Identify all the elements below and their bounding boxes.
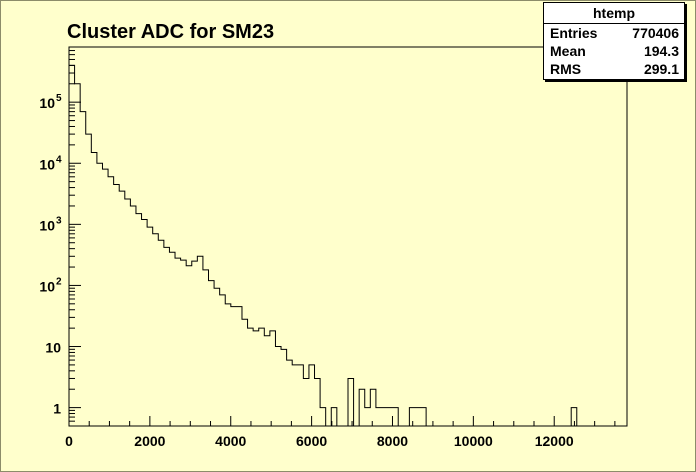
y-tick-label: 10 <box>39 217 55 233</box>
x-tick-label: 6000 <box>296 433 327 449</box>
x-tick-label: 10000 <box>454 433 493 449</box>
stats-row-mean: Mean 194.3 <box>544 42 684 60</box>
stats-box-name: htemp <box>544 3 684 24</box>
x-tick-label: 0 <box>65 433 73 449</box>
y-tick-label: 1 <box>53 401 61 417</box>
y-tick-label: 10 <box>39 156 55 172</box>
stats-entries-value: 770406 <box>632 25 679 41</box>
x-tick-label: 4000 <box>215 433 246 449</box>
stats-entries-label: Entries <box>550 25 598 41</box>
y-tick-base: 10 <box>39 217 55 233</box>
y-tick-exponent: 4 <box>56 154 62 165</box>
y-tick-label: 10 <box>39 278 55 294</box>
x-tick-label: 8000 <box>377 433 408 449</box>
y-tick-label: 10 <box>45 340 61 356</box>
histogram-line <box>68 64 627 427</box>
plot-frame <box>68 46 628 427</box>
stats-rms-value: 299.1 <box>643 61 679 77</box>
chart-title: Cluster ADC for SM23 <box>67 21 275 43</box>
stats-mean-label: Mean <box>550 43 586 59</box>
stats-row-entries: Entries 770406 <box>544 24 684 42</box>
y-tick-exponent: 3 <box>56 215 62 226</box>
x-tick-label: 12000 <box>535 433 574 449</box>
x-tick-label: 2000 <box>134 433 165 449</box>
stats-row-rms: RMS 299.1 <box>544 60 684 78</box>
y-tick-base: 10 <box>39 278 55 294</box>
y-tick-exponent: 2 <box>56 276 62 287</box>
y-tick-base: 1 <box>53 401 61 417</box>
stats-box: htemp Entries 770406 Mean 194.3 RMS 299.… <box>543 2 685 80</box>
y-tick-exponent: 5 <box>56 93 62 104</box>
stats-mean-value: 194.3 <box>643 43 679 59</box>
y-tick-label: 10 <box>39 95 55 111</box>
stats-rms-label: RMS <box>550 61 582 77</box>
y-tick-base: 10 <box>39 156 55 172</box>
x-axis: 0 2000 4000 6000 8000 10000 12000 <box>65 416 616 449</box>
y-tick-base: 10 <box>39 95 55 111</box>
y-tick-base: 10 <box>45 340 61 356</box>
